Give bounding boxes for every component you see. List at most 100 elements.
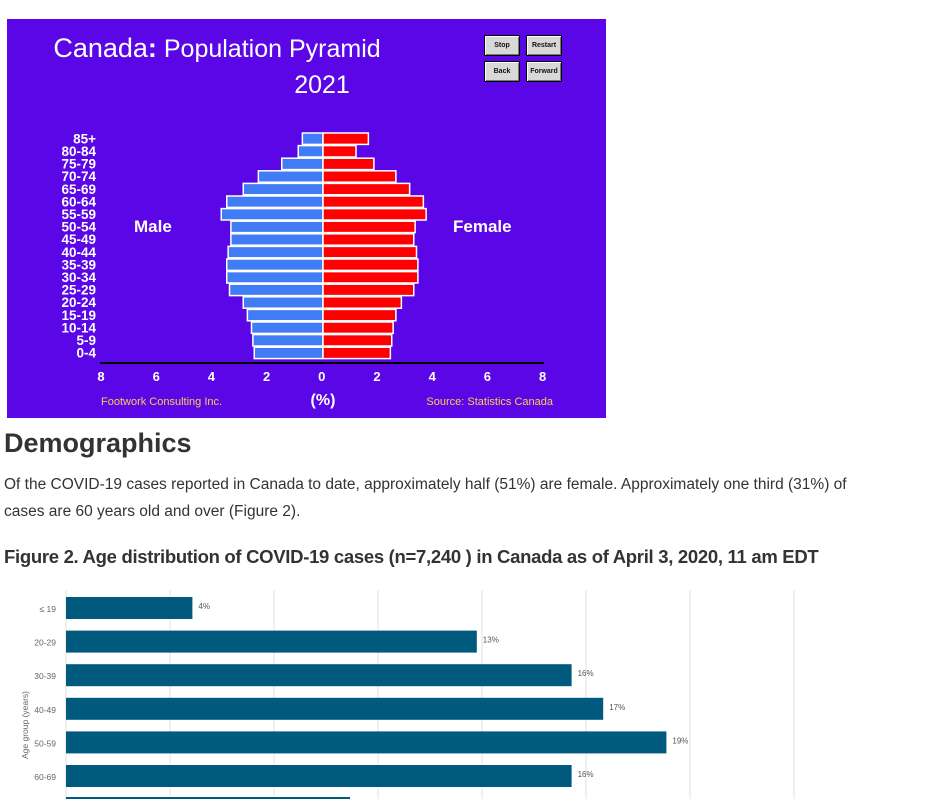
male-bar-75-79 [281,157,324,171]
pyramid-title-country: Canada [53,33,148,63]
stop-button[interactable]: Stop [484,35,520,56]
pyramid-x-ticks: 8 6 4 2 0 2 4 6 8 [97,369,546,384]
age-label: 15-19 [61,308,96,323]
age-label: 50-54 [61,220,96,235]
male-bar-45-49 [230,233,324,246]
age-label: 70-74 [61,169,96,184]
female-bar-15-19 [322,308,397,322]
male-bar-30-34 [226,270,324,284]
female-label: Female [453,217,512,236]
female-bar-10-14 [322,321,394,335]
pyramid-title-rest: Population Pyramid [156,35,381,63]
female-bar-65-69 [322,182,411,196]
pyramid-chart: 85+80-8475-7970-7465-6960-6455-5950-5445… [61,131,553,409]
age-label: 25-29 [61,283,96,298]
male-bar-25-29 [228,283,324,297]
female-bar-0-4 [322,346,392,360]
x-tick-label: 6 [153,369,160,384]
value-label: 4% [198,602,210,611]
age-label: 5-9 [76,333,96,348]
value-label: 16% [578,669,594,678]
bar-40-49 [66,697,604,720]
age-label: 60-64 [61,194,96,209]
age-label: 65-69 [61,182,96,197]
x-tick-label: 4 [208,369,216,384]
female-bar-80-84 [322,144,357,158]
section-paragraph: Of the COVID-19 cases reported in Canada… [4,471,934,525]
female-bar-35-39 [322,258,419,272]
pyramid-title-colon: : [147,33,157,63]
value-label: 16% [578,770,594,779]
pyramid-year: 2021 [294,71,350,99]
credit-footwork: Footwork Consulting Inc. [101,396,222,408]
value-label: 19% [672,736,688,745]
age-label: 20-24 [61,295,96,310]
x-tick-label: 8 [97,369,104,384]
age-distribution-svg: ≤ 19 4% 20-29 13% 30-39 16% 40-49 17% 50-59 19% 60… [20,590,795,799]
age-label: 45-49 [61,232,96,247]
section-heading: Demographics [4,428,192,458]
age-label: 40-44 [61,245,96,260]
female-bar-70-74 [322,170,397,183]
age-label: 0-4 [76,346,96,361]
female-bar-60-64 [322,195,425,209]
bar-cut-off [66,797,350,799]
age-label: 85+ [73,131,96,146]
x-tick-label: 8 [539,369,546,384]
female-bar-45-49 [322,233,415,246]
pyramid-axis-unit: (%) [311,392,336,409]
male-bar-5-9 [252,333,324,347]
category-label: 30-39 [34,671,56,681]
pyramid-age-labels: 85+80-8475-7970-7465-6960-6455-5950-5445… [61,131,96,360]
paragraph-line-1: Of the COVID-19 cases reported in Canada… [4,476,847,493]
category-label: 40-49 [34,705,56,715]
category-label: ≤ 19 [40,604,57,614]
age-label: 30-34 [61,270,96,285]
chart-bars: ≤ 19 4% 20-29 13% 30-39 16% 40-49 17% 50-59 19% 60… [34,597,688,799]
category-label: 60-69 [34,772,56,782]
age-label: 10-14 [61,320,96,335]
x-tick-label: 2 [263,369,270,384]
value-label: 13% [483,636,499,645]
female-bar-30-34 [322,270,419,284]
male-bar-60-64 [226,195,324,209]
male-bar-40-44 [227,245,324,259]
male-bar-65-69 [242,182,324,196]
age-label: 75-79 [61,157,96,172]
category-label: 50-59 [34,738,56,748]
female-bar-85+ [322,132,370,146]
age-label: 80-84 [61,144,96,159]
male-bar-10-14 [250,321,324,335]
paragraph-line-2: cases are 60 years old and over (Figure … [4,503,301,520]
category-label: 20-29 [34,638,56,648]
male-label: Male [134,217,172,236]
bar-≤ 19 [66,597,193,619]
x-tick-label: 4 [429,369,437,384]
female-bar-20-24 [322,296,403,309]
bar-50-59 [66,731,667,754]
back-button[interactable]: Back [484,61,520,82]
pyramid-bars [220,132,427,360]
female-bar-5-9 [322,333,393,347]
male-bar-20-24 [242,296,324,309]
male-bar-55-59 [220,207,324,221]
forward-button[interactable]: Forward [526,61,562,82]
population-pyramid-panel: Canada: Population Pyramid 2021 Stop Res… [7,19,606,418]
female-bar-75-79 [322,157,375,171]
value-label: 17% [609,703,625,712]
female-bar-50-54 [322,220,416,234]
pyramid-title: Canada: Population Pyramid [7,33,427,64]
x-tick-label: 0 [318,369,325,384]
male-bar-85+ [301,132,324,146]
x-tick-label: 6 [484,369,491,384]
male-bar-35-39 [226,258,324,272]
y-axis-label: Age group (years) [20,691,30,759]
chart-gridlines [65,590,795,799]
bar-30-39 [66,664,572,687]
female-bar-55-59 [322,207,427,221]
restart-button[interactable]: Restart [526,35,562,56]
male-bar-0-4 [253,346,324,360]
x-tick-label: 2 [373,369,380,384]
age-label: 55-59 [61,207,96,222]
male-bar-50-54 [230,220,324,234]
